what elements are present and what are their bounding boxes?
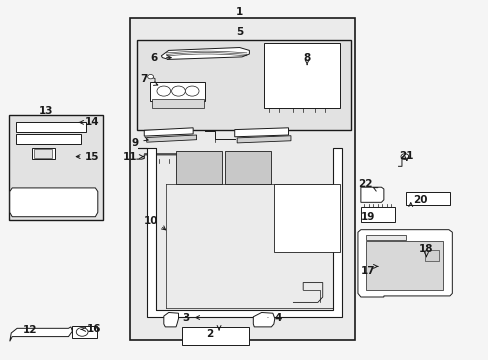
Polygon shape <box>253 312 274 327</box>
Text: 16: 16 <box>86 324 101 334</box>
Circle shape <box>185 86 199 96</box>
Bar <box>151 99 204 108</box>
Text: 15: 15 <box>84 152 99 162</box>
Bar <box>16 134 81 144</box>
Bar <box>224 151 271 184</box>
Text: 5: 5 <box>236 27 243 37</box>
Bar <box>32 148 55 159</box>
Bar <box>137 40 350 130</box>
Polygon shape <box>146 135 196 142</box>
Bar <box>176 151 222 184</box>
Text: 12: 12 <box>23 325 38 336</box>
Text: 20: 20 <box>412 195 427 205</box>
Polygon shape <box>237 136 290 143</box>
Bar <box>365 241 442 290</box>
Text: 3: 3 <box>182 312 189 323</box>
Bar <box>360 207 394 222</box>
Polygon shape <box>234 128 288 137</box>
Text: 19: 19 <box>360 212 374 222</box>
Text: 17: 17 <box>360 266 374 276</box>
Circle shape <box>76 328 88 336</box>
Bar <box>34 149 52 158</box>
Bar <box>72 326 97 338</box>
Text: 7: 7 <box>140 74 148 84</box>
Polygon shape <box>138 148 342 317</box>
Polygon shape <box>163 312 178 327</box>
Bar <box>264 43 339 108</box>
Text: 10: 10 <box>143 216 158 226</box>
Circle shape <box>400 154 408 159</box>
Text: 22: 22 <box>358 179 372 189</box>
Bar <box>273 184 339 252</box>
Text: 9: 9 <box>131 138 138 148</box>
Text: 6: 6 <box>150 53 157 63</box>
Bar <box>150 82 205 101</box>
Bar <box>129 18 354 340</box>
Text: 21: 21 <box>399 150 413 161</box>
Polygon shape <box>357 230 451 297</box>
Bar <box>425 250 438 261</box>
Bar <box>405 192 449 205</box>
Text: 14: 14 <box>84 117 99 127</box>
Text: 2: 2 <box>205 329 212 339</box>
Bar <box>365 235 405 240</box>
Text: 8: 8 <box>303 53 310 63</box>
Bar <box>9 115 102 220</box>
Text: 4: 4 <box>273 312 281 323</box>
Polygon shape <box>161 48 249 59</box>
Circle shape <box>171 86 185 96</box>
Bar <box>422 248 440 263</box>
Text: 18: 18 <box>418 244 433 254</box>
Bar <box>182 327 249 345</box>
Polygon shape <box>144 128 193 136</box>
Bar <box>16 122 85 132</box>
Text: 11: 11 <box>122 152 137 162</box>
Text: 13: 13 <box>39 106 54 116</box>
Circle shape <box>157 86 170 96</box>
Text: 1: 1 <box>236 6 243 17</box>
Polygon shape <box>10 327 72 341</box>
Circle shape <box>147 75 153 79</box>
Polygon shape <box>10 188 98 217</box>
Polygon shape <box>360 187 383 202</box>
